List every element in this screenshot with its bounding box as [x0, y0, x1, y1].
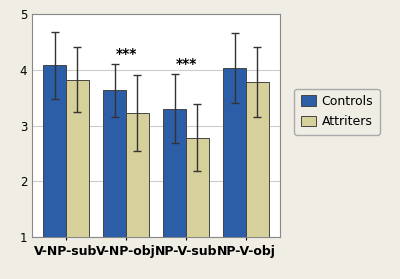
Bar — [246, 82, 269, 279]
Bar — [223, 68, 246, 279]
Legend: Controls, Attriters: Controls, Attriters — [294, 89, 380, 134]
Bar — [163, 109, 186, 279]
Bar — [43, 65, 66, 279]
Bar — [103, 90, 126, 279]
Text: ***: *** — [115, 47, 137, 61]
Bar — [126, 113, 149, 279]
Bar — [186, 138, 209, 279]
Bar — [66, 80, 89, 279]
Text: ***: *** — [175, 57, 197, 71]
